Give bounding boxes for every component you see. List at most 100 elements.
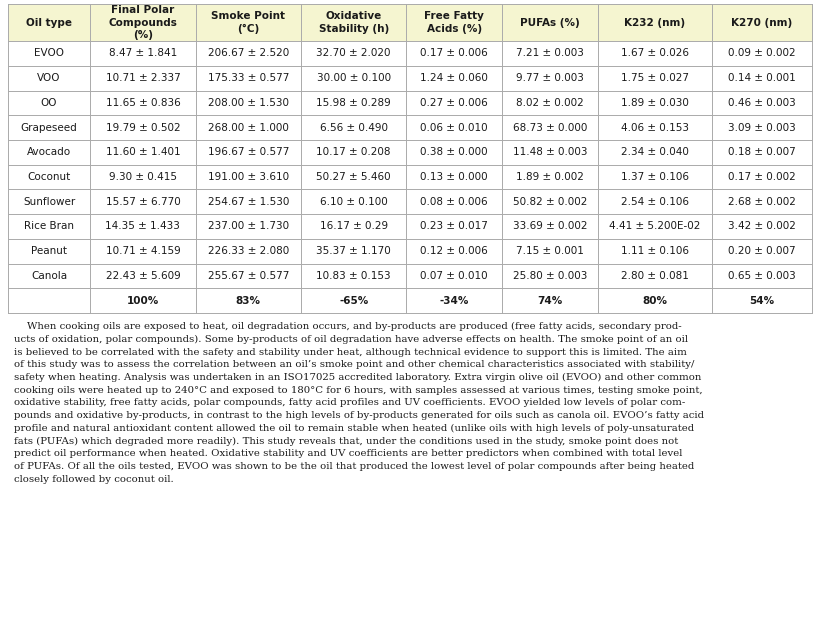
Bar <box>8 140 90 165</box>
Bar <box>8 91 90 115</box>
Bar <box>196 66 301 91</box>
Bar <box>8 239 90 264</box>
Text: 74%: 74% <box>536 296 562 306</box>
Text: 100%: 100% <box>127 296 159 306</box>
Text: 0.07 ± 0.010: 0.07 ± 0.010 <box>420 271 487 281</box>
Text: 11.60 ± 1.401: 11.60 ± 1.401 <box>106 148 180 157</box>
Text: 19.79 ± 0.502: 19.79 ± 0.502 <box>106 123 180 133</box>
Text: 54%: 54% <box>749 296 774 306</box>
Bar <box>196 165 301 189</box>
Bar <box>711 264 811 288</box>
Bar <box>196 140 301 165</box>
Bar <box>406 288 501 313</box>
Text: 255.67 ± 0.577: 255.67 ± 0.577 <box>207 271 288 281</box>
Text: 15.98 ± 0.289: 15.98 ± 0.289 <box>316 98 391 108</box>
Bar <box>196 189 301 214</box>
Text: 11.48 ± 0.003: 11.48 ± 0.003 <box>512 148 586 157</box>
Bar <box>597 115 711 140</box>
Bar <box>8 288 90 313</box>
Bar <box>501 115 597 140</box>
Text: 1.89 ± 0.002: 1.89 ± 0.002 <box>515 172 583 182</box>
Bar <box>711 165 811 189</box>
Bar <box>301 41 406 66</box>
Bar <box>406 140 501 165</box>
Text: 0.27 ± 0.006: 0.27 ± 0.006 <box>420 98 487 108</box>
Bar <box>406 264 501 288</box>
Bar <box>711 115 811 140</box>
Text: 32.70 ± 2.020: 32.70 ± 2.020 <box>316 48 391 58</box>
Text: 175.33 ± 0.577: 175.33 ± 0.577 <box>207 73 288 83</box>
Bar <box>8 115 90 140</box>
Text: K232 (nm): K232 (nm) <box>623 17 685 27</box>
Bar <box>301 66 406 91</box>
Text: 0.17 ± 0.002: 0.17 ± 0.002 <box>727 172 795 182</box>
Bar <box>597 165 711 189</box>
Text: 0.38 ± 0.000: 0.38 ± 0.000 <box>420 148 487 157</box>
Bar <box>301 115 406 140</box>
Text: 22.43 ± 5.609: 22.43 ± 5.609 <box>106 271 180 281</box>
Text: 6.10 ± 0.100: 6.10 ± 0.100 <box>319 197 387 206</box>
Bar <box>597 4 711 41</box>
Text: 0.14 ± 0.001: 0.14 ± 0.001 <box>727 73 795 83</box>
Text: Coconut: Coconut <box>27 172 70 182</box>
Text: 7.15 ± 0.001: 7.15 ± 0.001 <box>515 246 583 256</box>
Text: 83%: 83% <box>236 296 260 306</box>
Text: 10.71 ± 2.337: 10.71 ± 2.337 <box>106 73 180 83</box>
Text: K270 (nm): K270 (nm) <box>731 17 792 27</box>
Text: 10.83 ± 0.153: 10.83 ± 0.153 <box>316 271 391 281</box>
Text: 68.73 ± 0.000: 68.73 ± 0.000 <box>512 123 586 133</box>
Bar <box>90 4 196 41</box>
Bar <box>196 4 301 41</box>
Bar <box>597 264 711 288</box>
Text: Grapeseed: Grapeseed <box>20 123 77 133</box>
Text: When cooking oils are exposed to heat, oil degradation occurs, and by-products a: When cooking oils are exposed to heat, o… <box>14 322 704 484</box>
Text: Avocado: Avocado <box>27 148 71 157</box>
Text: 50.27 ± 5.460: 50.27 ± 5.460 <box>316 172 391 182</box>
Bar <box>501 165 597 189</box>
Bar <box>90 264 196 288</box>
Text: 10.71 ± 4.159: 10.71 ± 4.159 <box>106 246 180 256</box>
Text: -65%: -65% <box>339 296 368 306</box>
Text: 254.67 ± 1.530: 254.67 ± 1.530 <box>207 197 288 206</box>
Bar <box>8 189 90 214</box>
Bar <box>196 239 301 264</box>
Bar <box>597 140 711 165</box>
Text: 0.18 ± 0.007: 0.18 ± 0.007 <box>727 148 795 157</box>
Text: 14.35 ± 1.433: 14.35 ± 1.433 <box>106 221 180 231</box>
Text: 50.82 ± 0.002: 50.82 ± 0.002 <box>512 197 586 206</box>
Text: 4.41 ± 5.200E-02: 4.41 ± 5.200E-02 <box>609 221 699 231</box>
Bar <box>301 189 406 214</box>
Bar <box>406 41 501 66</box>
Bar <box>406 189 501 214</box>
Bar <box>597 189 711 214</box>
Text: -34%: -34% <box>439 296 468 306</box>
Bar <box>501 214 597 239</box>
Text: 0.20 ± 0.007: 0.20 ± 0.007 <box>727 246 794 256</box>
Bar <box>196 288 301 313</box>
Text: 4.06 ± 0.153: 4.06 ± 0.153 <box>620 123 688 133</box>
Bar <box>406 66 501 91</box>
Text: Canola: Canola <box>31 271 67 281</box>
Bar <box>501 264 597 288</box>
Text: 0.46 ± 0.003: 0.46 ± 0.003 <box>727 98 795 108</box>
Text: 206.67 ± 2.520: 206.67 ± 2.520 <box>207 48 288 58</box>
Text: 0.17 ± 0.006: 0.17 ± 0.006 <box>420 48 487 58</box>
Bar <box>406 239 501 264</box>
Bar <box>406 115 501 140</box>
Text: 226.33 ± 2.080: 226.33 ± 2.080 <box>207 246 288 256</box>
Bar <box>597 66 711 91</box>
Bar <box>711 4 811 41</box>
Bar <box>501 4 597 41</box>
Bar <box>90 41 196 66</box>
Text: Free Fatty
Acids (%): Free Fatty Acids (%) <box>423 11 483 33</box>
Bar <box>8 4 90 41</box>
Bar <box>196 264 301 288</box>
Text: VOO: VOO <box>38 73 61 83</box>
Bar <box>711 66 811 91</box>
Bar <box>501 66 597 91</box>
Bar <box>501 189 597 214</box>
Text: 7.21 ± 0.003: 7.21 ± 0.003 <box>515 48 583 58</box>
Bar <box>711 239 811 264</box>
Bar <box>597 91 711 115</box>
Text: 0.13 ± 0.000: 0.13 ± 0.000 <box>420 172 487 182</box>
